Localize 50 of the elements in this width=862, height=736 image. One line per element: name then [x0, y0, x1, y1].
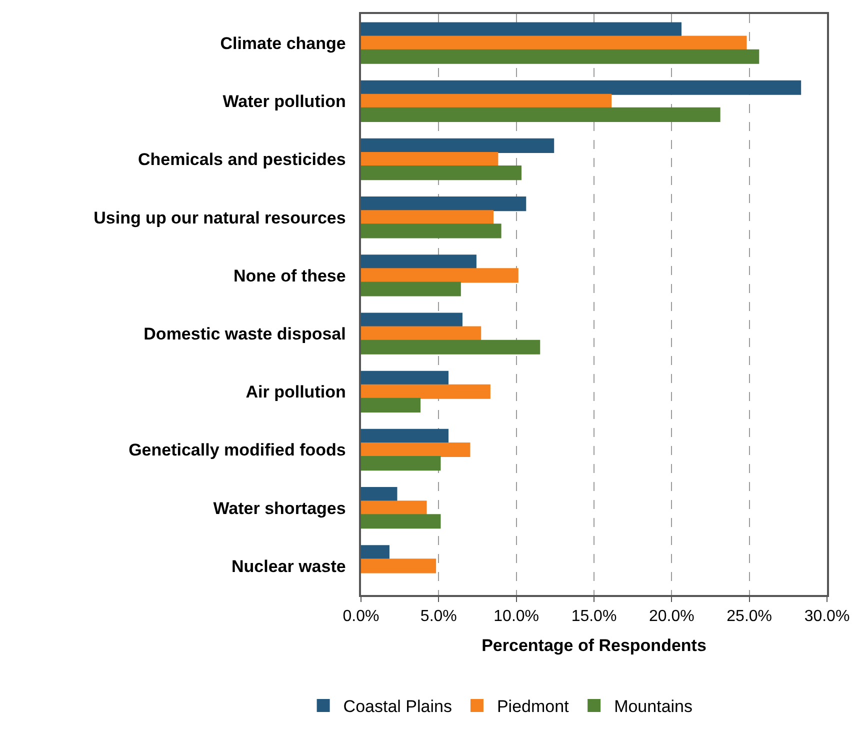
bar — [361, 340, 540, 354]
bar — [361, 370, 448, 386]
x-tick-label: 30.0% — [804, 608, 850, 625]
y-tick-label: Using up our natural resources — [94, 208, 346, 228]
legend-label: Mountains — [614, 697, 693, 716]
bar — [361, 49, 760, 64]
x-tick-label: 25.0% — [726, 608, 772, 625]
bar — [361, 196, 526, 212]
x-tick-label: 10.0% — [494, 608, 540, 625]
y-tick-label: None of these — [233, 266, 346, 286]
y-tick-label: Water shortages — [213, 498, 346, 518]
bar — [361, 312, 462, 328]
bar — [361, 384, 490, 399]
bar — [361, 545, 390, 560]
x-axis-title: Percentage of Respondents — [482, 636, 706, 655]
y-tick-label: Genetically modified foods — [128, 440, 346, 460]
bar — [361, 442, 470, 458]
bar — [361, 398, 421, 412]
bar — [361, 282, 461, 296]
bar — [361, 268, 518, 283]
y-tick-label: Water pollution — [222, 92, 346, 112]
y-tick-label: Domestic waste disposal — [144, 324, 346, 344]
x-tick-label: 5.0% — [420, 608, 457, 625]
bar — [361, 514, 441, 529]
legend-label: Coastal Plains — [343, 697, 452, 716]
bar — [361, 166, 522, 180]
bar — [361, 326, 482, 341]
y-tick-label: Chemicals and pesticides — [138, 150, 346, 170]
bar — [361, 254, 476, 270]
bar — [361, 22, 682, 37]
y-tick-label: Climate change — [220, 34, 346, 53]
bar — [361, 487, 398, 502]
x-tick-label: 15.0% — [571, 608, 617, 625]
bar — [361, 558, 436, 574]
y-tick-label: Air pollution — [246, 382, 346, 402]
bar — [361, 500, 427, 516]
x-tick-label: 0.0% — [342, 608, 380, 625]
bar — [361, 428, 448, 444]
bar — [361, 456, 441, 471]
bar — [361, 210, 494, 225]
bar — [361, 152, 498, 167]
bar — [361, 94, 612, 108]
bar — [361, 107, 720, 122]
bar — [361, 138, 554, 153]
legend-label: Piedmont — [496, 697, 570, 716]
bar — [361, 80, 802, 95]
bar — [361, 224, 502, 238]
bar — [361, 36, 747, 50]
x-tick-label: 20.0% — [648, 608, 694, 625]
y-tick-label: Nuclear waste — [232, 556, 346, 576]
